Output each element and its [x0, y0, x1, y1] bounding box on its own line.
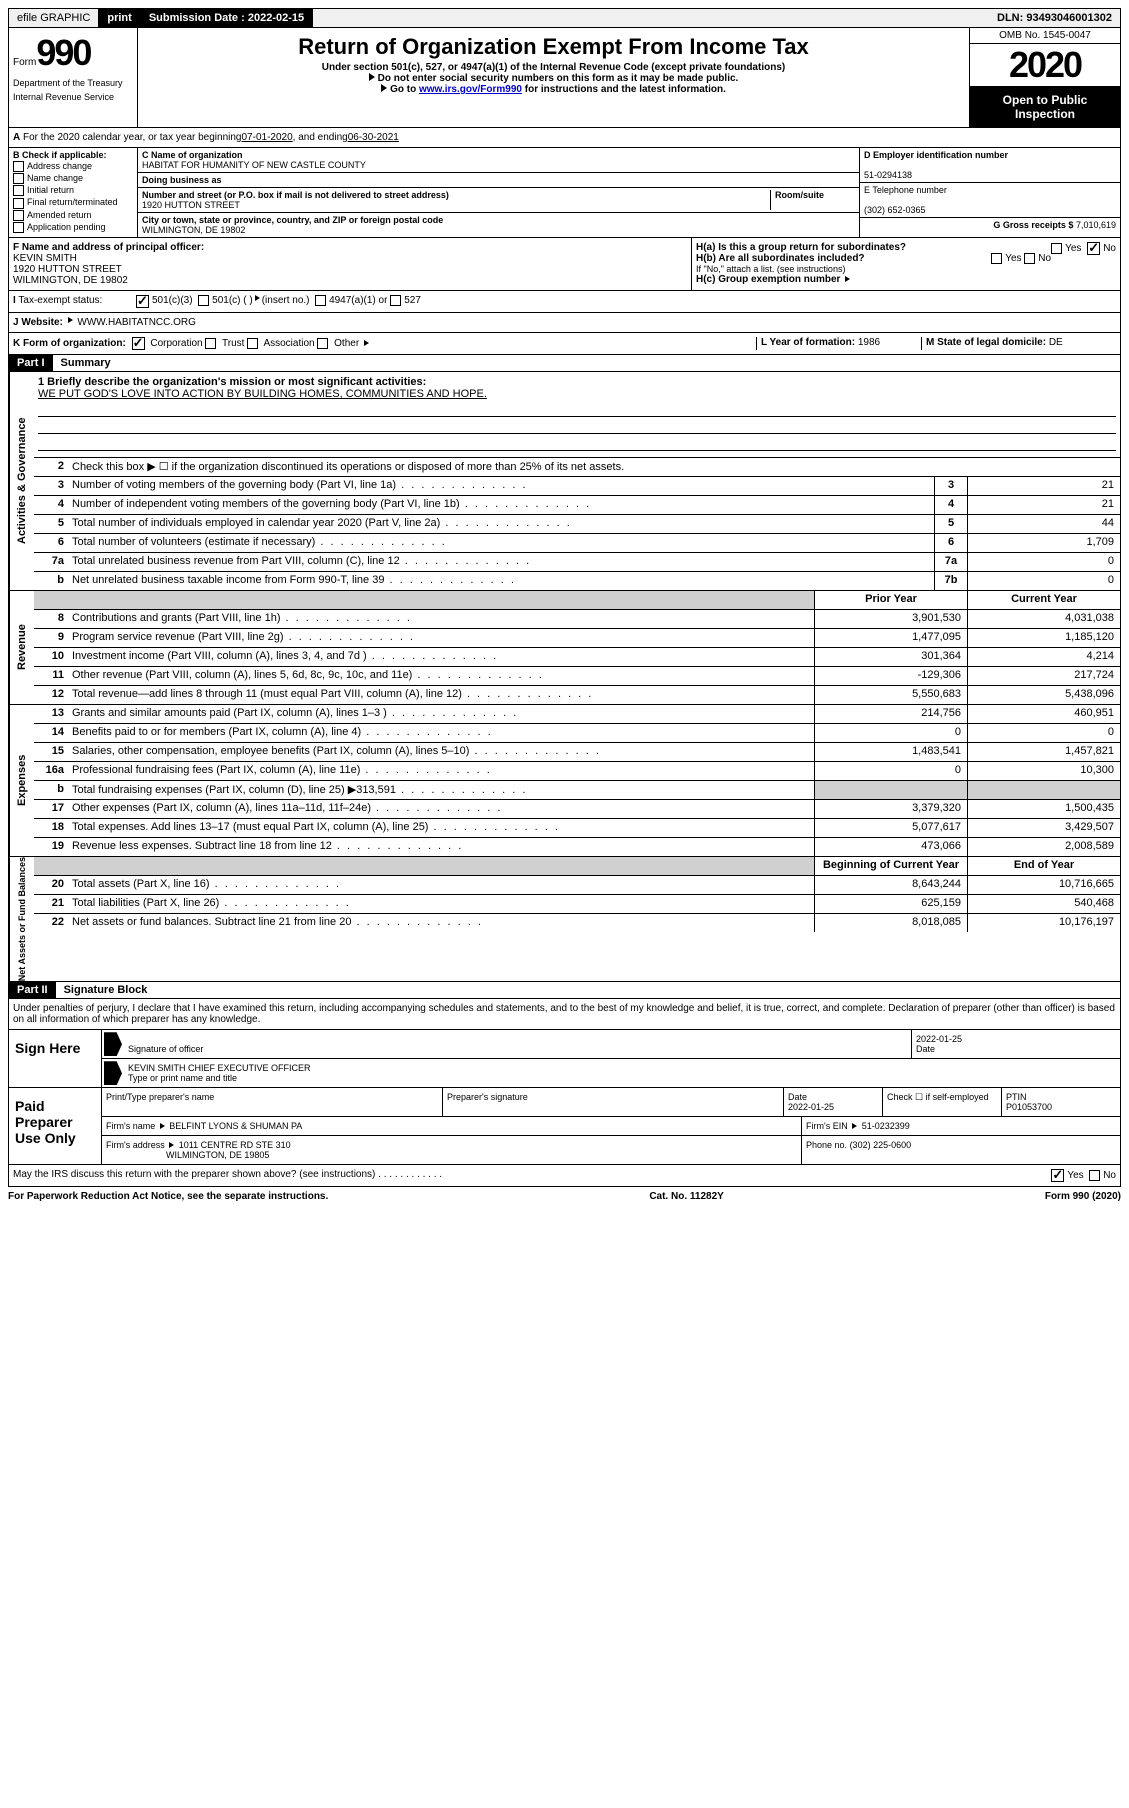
table-row: 20 Total assets (Part X, line 16) 8,643,…	[34, 876, 1120, 895]
net-assets-section: Net Assets or Fund Balances Beginning of…	[8, 857, 1121, 982]
submission-date: Submission Date : 2022-02-15	[141, 9, 313, 27]
ha-label: H(a) Is this a group return for subordin…	[696, 242, 906, 253]
firm-phone: (302) 225-0600	[850, 1140, 912, 1150]
street: 1920 HUTTON STREET	[142, 200, 240, 210]
dept-treasury: Department of the Treasury	[13, 78, 133, 88]
q1-label: 1 Briefly describe the organization's mi…	[38, 376, 426, 388]
ptin: P01053700	[1006, 1102, 1052, 1112]
paid-preparer: Paid Preparer Use Only Print/Type prepar…	[8, 1088, 1121, 1165]
section-bcd: B Check if applicable: Address change Na…	[8, 148, 1121, 238]
part1-bar: Part I Summary	[8, 355, 1121, 372]
box-b: B Check if applicable: Address change Na…	[9, 148, 138, 237]
firm-name: BELFINT LYONS & SHUMAN PA	[169, 1121, 302, 1131]
table-row: 15 Salaries, other compensation, employe…	[34, 743, 1120, 762]
mission: WE PUT GOD'S LOVE INTO ACTION BY BUILDIN…	[38, 388, 487, 400]
form-header: Form990 Department of the Treasury Inter…	[8, 28, 1121, 128]
501c3-check	[136, 295, 149, 308]
form-note2: Go to www.irs.gov/Form990 for instructio…	[142, 84, 965, 95]
year-formation: 1986	[858, 337, 880, 348]
dept-irs: Internal Revenue Service	[13, 92, 133, 102]
side-expenses: Expenses	[9, 705, 34, 856]
form990-link[interactable]: www.irs.gov/Form990	[419, 84, 522, 95]
firm-ein: 51-0232399	[862, 1121, 910, 1131]
efile-label: efile GRAPHIC	[9, 9, 99, 27]
table-row: 17 Other expenses (Part IX, column (A), …	[34, 800, 1120, 819]
form-note1: Do not enter social security numbers on …	[142, 73, 965, 84]
table-row: 6 Total number of volunteers (estimate i…	[34, 534, 1120, 553]
row-klm: K Form of organization: Corporation Trus…	[8, 333, 1121, 355]
table-row: 8 Contributions and grants (Part VIII, l…	[34, 610, 1120, 629]
side-governance: Activities & Governance	[9, 372, 34, 590]
open-public: Open to Public Inspection	[970, 87, 1120, 127]
q2: Check this box ▶ ☐ if the organization d…	[68, 458, 1120, 476]
footer: For Paperwork Reduction Act Notice, see …	[8, 1187, 1121, 1206]
table-row: 12 Total revenue—add lines 8 through 11 …	[34, 686, 1120, 704]
print-button[interactable]: print	[99, 9, 140, 27]
ein: 51-0294138	[864, 170, 912, 180]
row-fh: F Name and address of principal officer:…	[8, 238, 1121, 291]
line-a: A For the 2020 calendar year, or tax yea…	[8, 128, 1121, 148]
table-row: 21 Total liabilities (Part X, line 26) 6…	[34, 895, 1120, 914]
table-row: b Total fundraising expenses (Part IX, c…	[34, 781, 1120, 800]
dln: DLN: 93493046001302	[989, 9, 1120, 27]
table-row: 19 Revenue less expenses. Subtract line …	[34, 838, 1120, 856]
city: WILMINGTON, DE 19802	[142, 225, 245, 235]
declaration: Under penalties of perjury, I declare th…	[8, 999, 1121, 1030]
expenses-section: Expenses 13 Grants and similar amounts p…	[8, 705, 1121, 857]
table-row: 4 Number of independent voting members o…	[34, 496, 1120, 515]
website: WWW.HABITATNCC.ORG	[77, 317, 196, 328]
discuss-row: May the IRS discuss this return with the…	[8, 1165, 1121, 1187]
table-row: b Net unrelated business taxable income …	[34, 572, 1120, 590]
hb-label: H(b) Are all subordinates included?	[696, 253, 865, 264]
table-row: 10 Investment income (Part VIII, column …	[34, 648, 1120, 667]
state-domicile: DE	[1049, 337, 1063, 348]
prep-date: 2022-01-25	[788, 1102, 834, 1112]
side-net: Net Assets or Fund Balances	[9, 857, 34, 981]
firm-addr: 1011 CENTRE RD STE 310	[179, 1140, 291, 1150]
form-number: Form990	[13, 32, 133, 74]
sign-here: Sign Here Signature of officer 2022-01-2…	[8, 1030, 1121, 1088]
table-row: 13 Grants and similar amounts paid (Part…	[34, 705, 1120, 724]
sign-date: 2022-01-25	[916, 1034, 962, 1044]
side-revenue: Revenue	[9, 591, 34, 704]
row-i: I Tax-exempt status: 501(c)(3) 501(c) ( …	[8, 291, 1121, 313]
tax-year: 2020	[970, 44, 1120, 87]
part2-bar: Part II Signature Block	[8, 982, 1121, 999]
table-row: 14 Benefits paid to or for members (Part…	[34, 724, 1120, 743]
org-name: HABITAT FOR HUMANITY OF NEW CASTLE COUNT…	[142, 160, 366, 170]
form-title: Return of Organization Exempt From Incom…	[142, 34, 965, 60]
table-row: 3 Number of voting members of the govern…	[34, 477, 1120, 496]
hc-label: H(c) Group exemption number	[696, 274, 840, 285]
officer-sig-name: KEVIN SMITH CHIEF EXECUTIVE OFFICER	[128, 1063, 311, 1073]
table-row: 11 Other revenue (Part VIII, column (A),…	[34, 667, 1120, 686]
table-row: 9 Program service revenue (Part VIII, li…	[34, 629, 1120, 648]
row-j: J Website: WWW.HABITATNCC.ORG	[8, 313, 1121, 333]
arrow-icon	[104, 1061, 122, 1085]
table-row: 18 Total expenses. Add lines 13–17 (must…	[34, 819, 1120, 838]
omb-number: OMB No. 1545-0047	[970, 28, 1120, 44]
governance-section: Activities & Governance 1 Briefly descri…	[8, 372, 1121, 591]
form-subtitle: Under section 501(c), 527, or 4947(a)(1)…	[142, 62, 965, 73]
gross-receipts: 7,010,619	[1076, 220, 1116, 230]
arrow-icon	[104, 1032, 122, 1056]
phone: (302) 652-0365	[864, 205, 926, 215]
officer-name: KEVIN SMITH	[13, 253, 77, 264]
top-bar: efile GRAPHIC print Submission Date : 20…	[8, 8, 1121, 28]
table-row: 5 Total number of individuals employed i…	[34, 515, 1120, 534]
table-row: 7a Total unrelated business revenue from…	[34, 553, 1120, 572]
table-row: 16a Professional fundraising fees (Part …	[34, 762, 1120, 781]
table-row: 22 Net assets or fund balances. Subtract…	[34, 914, 1120, 932]
revenue-section: Revenue Prior YearCurrent Year 8 Contrib…	[8, 591, 1121, 705]
